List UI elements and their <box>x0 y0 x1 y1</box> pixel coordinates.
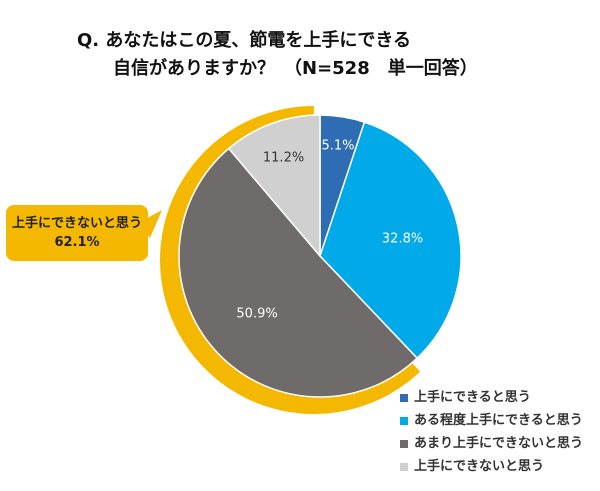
highlight-callout: 上手にできないと思う 62.1% <box>6 205 149 261</box>
slice-label: 32.8% <box>382 232 423 247</box>
pie-slice <box>178 147 419 398</box>
callout-pointer <box>140 210 162 238</box>
slice-label: 5.1% <box>321 139 354 154</box>
pie-slice <box>319 121 462 360</box>
legend-swatch <box>400 462 408 471</box>
legend-label: ある程度上手にできると思う <box>414 412 583 428</box>
legend: 上手にできると思う ある程度上手にできると思う あまり上手にできないと思う 上手… <box>400 386 583 478</box>
chart-title-line2: 自信がありますか？ （N=528 単一回答） <box>113 58 478 79</box>
legend-swatch <box>400 416 408 425</box>
slice-label: 50.9% <box>236 307 277 322</box>
callout-label: 上手にできないと思う <box>12 216 143 231</box>
chart-title-line1: Q. あなたはこの夏、節電を上手にできる <box>77 30 412 51</box>
legend-item: あまり上手にできないと思う <box>400 432 583 455</box>
callout-value: 62.1% <box>54 235 100 250</box>
legend-item: ある程度上手にできると思う <box>400 409 583 432</box>
legend-swatch <box>400 393 408 402</box>
legend-label: 上手にできると思う <box>414 389 531 405</box>
legend-swatch <box>400 439 408 448</box>
legend-label: 上手にできないと思う <box>414 458 545 474</box>
legend-item: 上手にできないと思う <box>400 455 583 478</box>
pie-slice <box>227 114 321 259</box>
legend-label: あまり上手にできないと思う <box>414 435 584 451</box>
legend-item: 上手にできると思う <box>400 386 583 409</box>
slice-label: 11.2% <box>263 151 304 166</box>
